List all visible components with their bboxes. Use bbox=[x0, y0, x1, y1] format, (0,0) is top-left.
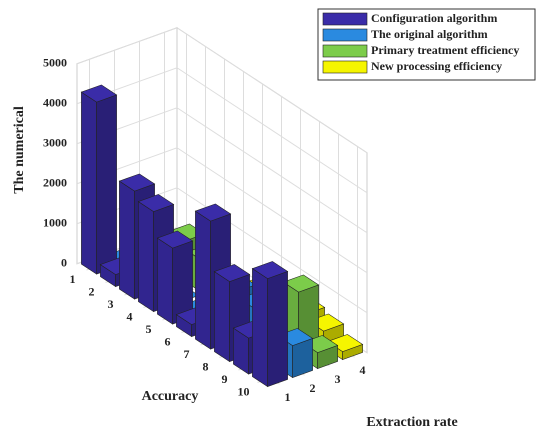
legend-swatch bbox=[322, 28, 368, 42]
legend-swatch bbox=[322, 44, 368, 58]
bar-top bbox=[213, 264, 251, 282]
bar-top bbox=[137, 194, 175, 212]
bar-side bbox=[119, 180, 135, 300]
bar-top bbox=[194, 203, 232, 222]
y-tick-label: 4 bbox=[360, 363, 366, 377]
x-tick-label: 9 bbox=[222, 372, 228, 386]
x-tick-label: 3 bbox=[108, 297, 114, 311]
x-tick-label: 1 bbox=[70, 272, 76, 286]
y-axis-label: Extraction rate bbox=[366, 415, 457, 430]
bar bbox=[80, 84, 118, 275]
z-tick-label: 5000 bbox=[43, 56, 67, 70]
x-tick-label: 4 bbox=[127, 309, 133, 323]
x-tick-label: 7 bbox=[184, 347, 190, 361]
bar-front bbox=[267, 270, 288, 388]
z-tick-label: 2000 bbox=[43, 176, 67, 190]
legend-swatch bbox=[322, 12, 368, 26]
z-axis-label: The numerical bbox=[12, 106, 27, 194]
bar-side bbox=[252, 268, 268, 388]
bar-top bbox=[156, 230, 194, 249]
x-tick-label: 6 bbox=[165, 334, 171, 348]
x-tick-label: 5 bbox=[146, 322, 152, 336]
y-tick-label: 2 bbox=[310, 381, 316, 395]
bar-top bbox=[80, 84, 118, 103]
z-tick-label: 3000 bbox=[43, 136, 67, 150]
bar-side bbox=[81, 91, 97, 275]
legend-label: Configuration algorithm bbox=[371, 11, 497, 25]
bar-top bbox=[118, 173, 156, 192]
x-tick-label: 8 bbox=[203, 359, 209, 373]
bar-side bbox=[195, 210, 211, 350]
legend-swatch bbox=[322, 60, 368, 74]
z-tick-label: 4000 bbox=[43, 96, 67, 110]
bar-side bbox=[214, 271, 230, 363]
legend-label: New processing efficiency bbox=[371, 59, 502, 73]
y-tick-label: 3 bbox=[335, 372, 341, 386]
legend-label: The original algorithm bbox=[371, 27, 488, 41]
legend-label: Primary treatment efficiency bbox=[371, 43, 519, 57]
bar-front bbox=[96, 94, 117, 275]
z-tick-label: 0 bbox=[61, 256, 67, 270]
y-tick-label: 1 bbox=[285, 390, 291, 404]
z-tick-label: 1000 bbox=[43, 216, 67, 230]
x-tick-label: 10 bbox=[238, 384, 250, 398]
bar-top bbox=[282, 274, 320, 293]
bar-top bbox=[251, 261, 289, 279]
bar bbox=[156, 230, 194, 325]
bar-side bbox=[157, 237, 173, 325]
grid-line bbox=[76, 27, 368, 154]
bar bbox=[251, 261, 289, 388]
legend: Configuration algorithm The original algo… bbox=[317, 8, 536, 81]
x-axis-label: Accuracy bbox=[142, 389, 199, 404]
bar-side bbox=[138, 201, 154, 313]
x-tick-label: 2 bbox=[89, 284, 95, 298]
